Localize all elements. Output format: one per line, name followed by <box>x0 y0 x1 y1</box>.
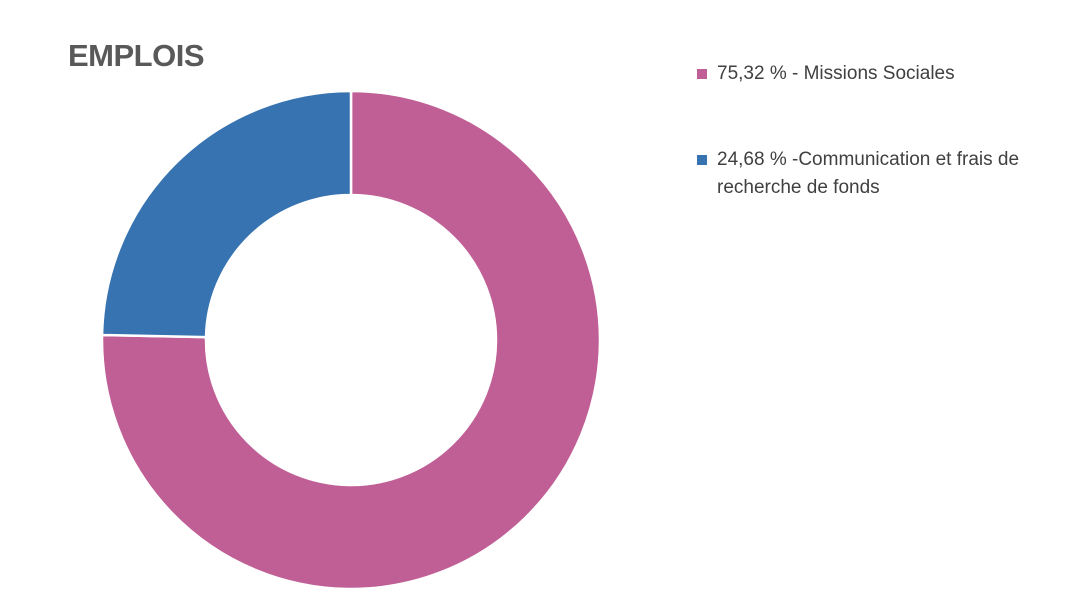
legend-item-communication: 24,68 % -Communication et frais de reche… <box>697 146 1057 202</box>
donut-slice-missions-sociales <box>100 89 602 591</box>
chart-title: EMPLOIS <box>68 38 205 73</box>
legend-label-missions-sociales: 75,32 % - Missions Sociales <box>717 63 955 84</box>
legend-label-communication: 24,68 % -Communication et frais de reche… <box>717 149 1020 198</box>
donut-chart <box>100 89 602 591</box>
legend-swatch-communication <box>697 155 707 165</box>
legend-swatch-missions-sociales <box>697 69 707 79</box>
chart-legend: 75,32 % - Missions Sociales 24,68 % -Com… <box>697 60 1057 202</box>
donut-slice-communication <box>100 89 353 339</box>
legend-item-missions-sociales: 75,32 % - Missions Sociales <box>697 60 1057 88</box>
